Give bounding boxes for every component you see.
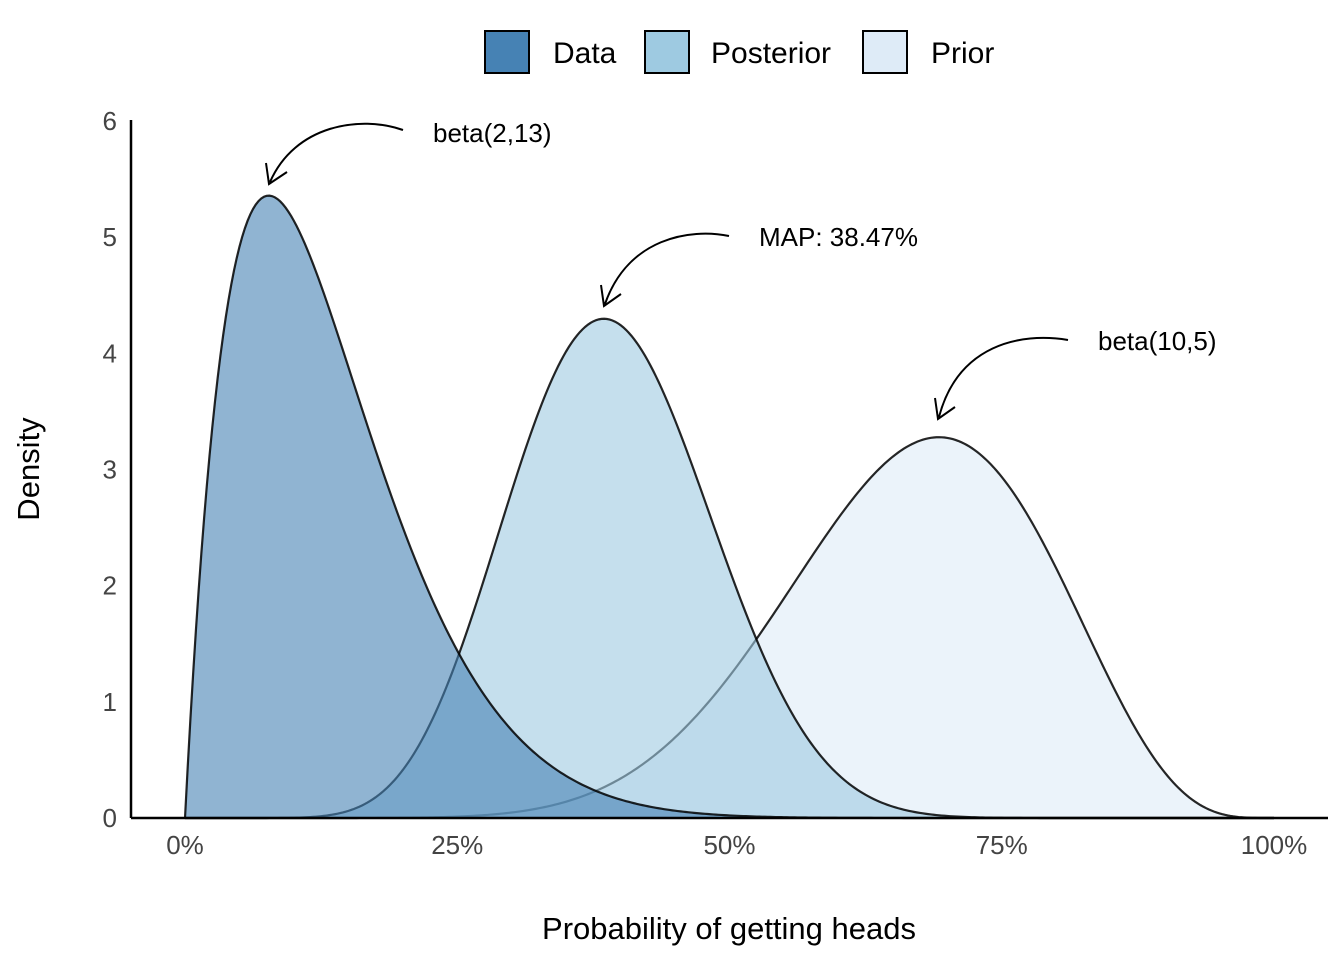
y-tick-label: 2: [103, 571, 117, 601]
axis-ticks: 0% 25% 50% 75% 100% 0 1 2 3 4 5 6: [103, 106, 1308, 860]
legend-swatch-posterior: [644, 30, 690, 74]
annotation-arrow-data: [269, 122, 404, 183]
y-tick-label: 6: [103, 106, 117, 136]
annotation-arrowhead-prior: [934, 397, 956, 421]
x-tick-label: 0%: [166, 830, 204, 860]
annotations: beta(2,13) MAP: 38.47% beta(10,5): [265, 118, 1217, 421]
x-tick-label: 100%: [1241, 830, 1308, 860]
annotation-data: beta(2,13): [433, 118, 552, 148]
y-tick-label: 5: [103, 222, 117, 252]
x-tick-label: 25%: [431, 830, 483, 860]
area-data: [185, 195, 1274, 818]
legend: Data Posterior Prior: [484, 30, 994, 74]
x-tick-label: 50%: [703, 830, 755, 860]
legend-label-data: Data: [553, 37, 617, 70]
annotation-prior: beta(10,5): [1098, 326, 1217, 356]
annotation-arrowhead-posterior: [600, 284, 622, 308]
area-prior: [185, 437, 1274, 818]
legend-swatch-prior: [862, 30, 908, 74]
x-axis-title: Probability of getting heads: [542, 911, 916, 946]
annotation-arrow-prior: [938, 336, 1069, 418]
y-axis-title: Density: [11, 417, 46, 521]
legend-swatch-data: [484, 30, 530, 74]
annotation-posterior: MAP: 38.47%: [759, 222, 918, 252]
y-tick-label: 4: [103, 338, 117, 368]
legend-label-posterior: Posterior: [711, 37, 831, 70]
legend-label-prior: Prior: [931, 37, 994, 70]
y-tick-label: 1: [103, 687, 117, 717]
x-tick-label: 75%: [976, 830, 1028, 860]
annotation-arrow-posterior: [604, 232, 730, 305]
annotation-arrowhead-data: [265, 162, 288, 186]
y-tick-label: 0: [103, 803, 117, 833]
y-tick-label: 3: [103, 455, 117, 485]
density-areas: [183, 194, 1274, 820]
